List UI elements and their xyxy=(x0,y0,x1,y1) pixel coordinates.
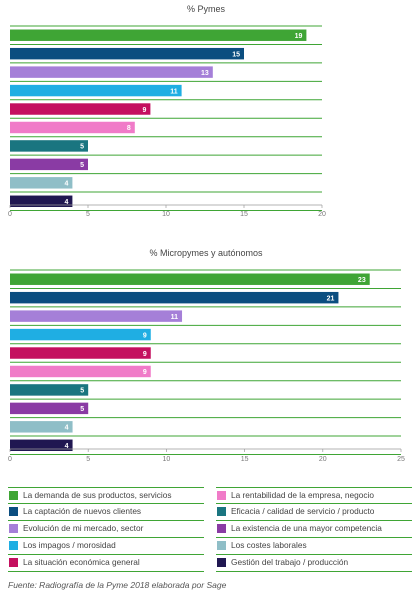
bar-value-label: 9 xyxy=(143,332,147,339)
bar-impagos xyxy=(10,328,151,341)
x-tick-label: 20 xyxy=(318,211,326,218)
bar-rentabilidad xyxy=(10,121,135,134)
legend-label: Evolución de mi mercado, sector xyxy=(23,523,144,533)
charts-container: % Pymes 19 15 13 11 9 8 5 5 4 4 0 5 10 15 20 % Micropyme… xyxy=(8,4,405,463)
bar-value-label: 4 xyxy=(65,425,69,432)
source-note: Fuente: Radiografía de la Pyme 2018 elab… xyxy=(8,580,227,590)
bar-value-label: 5 xyxy=(80,388,84,395)
bar-value-label: 23 xyxy=(358,277,366,284)
legend-swatch xyxy=(217,558,226,567)
legend-item-impagos: Los impagos / morosidad xyxy=(8,538,204,555)
bar-value-label: 13 xyxy=(201,70,209,77)
x-tick-label: 10 xyxy=(162,211,170,218)
legend-swatch xyxy=(9,491,18,500)
bar-gestion xyxy=(10,195,73,207)
bar-situacion xyxy=(10,347,151,359)
legend-swatch xyxy=(217,507,226,516)
bar-costes xyxy=(10,177,73,189)
legend-swatch xyxy=(217,491,226,500)
chart-title: % Micropymes y autónomos xyxy=(149,248,263,258)
bar-evolucion xyxy=(10,66,213,78)
bar-value-label: 21 xyxy=(327,295,335,302)
bar-competencia xyxy=(10,158,88,171)
bar-value-label: 9 xyxy=(143,369,147,376)
bar-value-label: 4 xyxy=(65,443,69,450)
bar-demanda xyxy=(10,29,307,41)
x-tick-label: 25 xyxy=(397,456,405,463)
legend-item-rentabilidad: La rentabilidad de la empresa, negocio xyxy=(216,487,412,504)
legend-item-demanda: La demanda de sus productos, servicios xyxy=(8,487,204,504)
legend-column-right: La rentabilidad de la empresa, negocio Ef… xyxy=(216,487,412,572)
legend-swatch xyxy=(9,558,18,567)
bar-situacion xyxy=(10,103,151,115)
bar-costes xyxy=(10,421,73,433)
bar-value-label: 11 xyxy=(170,88,178,95)
bar-eficacia xyxy=(10,384,89,396)
chart-title: % Pymes xyxy=(187,4,226,14)
bar-value-label: 9 xyxy=(142,107,146,114)
legend-label: La existencia de una mayor competencia xyxy=(231,523,382,533)
bar-demanda xyxy=(10,273,370,285)
legend-swatch xyxy=(9,524,18,533)
bar-rentabilidad xyxy=(10,365,151,378)
legend-label: La captación de nuevos clientes xyxy=(23,506,142,516)
x-tick-label: 5 xyxy=(86,211,90,218)
legend-label: Gestión del trabajo / producción xyxy=(231,557,349,567)
bar-competencia xyxy=(10,402,89,415)
bar-value-label: 5 xyxy=(80,406,84,413)
bar-gestion xyxy=(10,439,73,451)
bar-value-label: 19 xyxy=(295,33,303,40)
bar-value-label: 11 xyxy=(171,314,179,321)
bar-value-label: 4 xyxy=(64,181,68,188)
legend-item-situacion: La situación económica general xyxy=(8,555,204,572)
x-tick-label: 0 xyxy=(8,211,12,218)
bar-value-label: 8 xyxy=(127,125,131,132)
x-tick-label: 5 xyxy=(86,456,90,463)
x-tick-label: 15 xyxy=(240,211,248,218)
x-tick-label: 20 xyxy=(319,456,327,463)
bar-captacion xyxy=(10,291,339,304)
bar-value-label: 9 xyxy=(143,351,147,358)
legend-swatch xyxy=(217,524,226,533)
legend-item-eficacia: Eficacia / calidad de servicio / product… xyxy=(216,504,412,521)
bar-eficacia xyxy=(10,140,88,152)
legend-label: Los costes laborales xyxy=(231,540,307,550)
legend-swatch xyxy=(9,541,18,550)
legend-label: La situación económica general xyxy=(23,557,140,567)
legend-swatch xyxy=(9,507,18,516)
bar-value-label: 4 xyxy=(64,199,68,206)
legend-swatch xyxy=(217,541,226,550)
bar-value-label: 5 xyxy=(80,162,84,169)
legend-item-gestion: Gestión del trabajo / producción xyxy=(216,555,412,572)
legend-label: Eficacia / calidad de servicio / product… xyxy=(231,506,375,516)
legend-item-costes: Los costes laborales xyxy=(216,538,412,555)
bar-value-label: 5 xyxy=(80,144,84,151)
legend: La demanda de sus productos, servicios La… xyxy=(8,487,412,572)
bar-evolucion xyxy=(10,310,183,322)
legend-label: Los impagos / morosidad xyxy=(23,540,116,550)
legend-item-captacion: La captación de nuevos clientes xyxy=(8,504,204,521)
legend-label: La demanda de sus productos, servicios xyxy=(23,490,172,500)
bar-captacion xyxy=(10,47,244,60)
legend-column-left: La demanda de sus productos, servicios La… xyxy=(8,487,204,572)
legend-item-evolucion: Evolución de mi mercado, sector xyxy=(8,521,204,538)
x-tick-label: 10 xyxy=(163,456,171,463)
bar-impagos xyxy=(10,84,182,97)
x-tick-label: 15 xyxy=(241,456,249,463)
legend-label: La rentabilidad de la empresa, negocio xyxy=(231,490,374,500)
x-tick-label: 0 xyxy=(8,456,12,463)
bar-value-label: 15 xyxy=(232,51,240,58)
legend-item-competencia: La existencia de una mayor competencia xyxy=(216,521,412,538)
